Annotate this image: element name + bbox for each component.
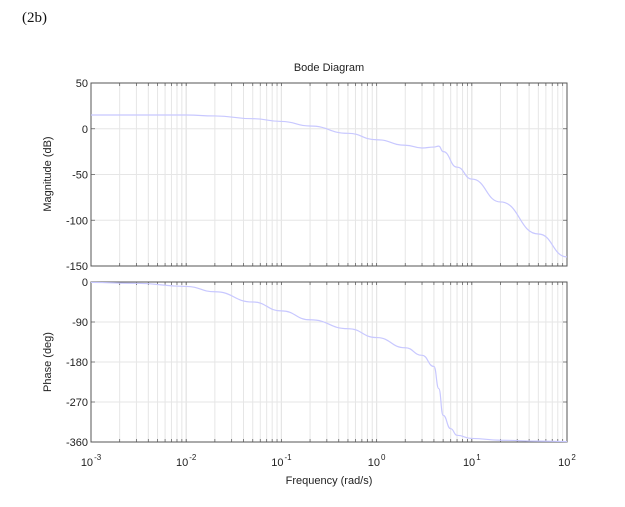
phase-curve xyxy=(90,281,568,443)
x-tick-label: 100 xyxy=(368,453,386,469)
x-tick-label: 101 xyxy=(463,453,481,469)
x-tick-label: 10-1 xyxy=(271,453,292,469)
axes-box xyxy=(90,281,568,443)
magnitude-curve xyxy=(90,114,568,258)
x-tick-label: 102 xyxy=(558,453,576,469)
y-tick-label: 0 xyxy=(82,277,88,289)
x-tick-label: 10-2 xyxy=(176,453,197,469)
y-tick-label: -180 xyxy=(66,357,88,369)
phase-plot: 0 -90 -180 -270 -360 xyxy=(66,277,568,449)
y-tick-label: -270 xyxy=(66,397,88,409)
figure-label: (2b) xyxy=(22,10,47,26)
magnitude-axis-label: Magnitude (dB) xyxy=(42,136,54,211)
grid-lines xyxy=(91,281,567,443)
y-tick-label: -90 xyxy=(72,317,88,329)
x-tick-label: 10-3 xyxy=(81,453,102,469)
y-tick-label: -360 xyxy=(66,437,88,449)
x-axis-label: Frequency (rad/s) xyxy=(286,475,373,487)
y-tick-label: 50 xyxy=(76,78,88,90)
phase-axis-label: Phase (deg) xyxy=(42,332,54,392)
y-tick-label: -150 xyxy=(66,261,88,273)
y-tick-label: 0 xyxy=(82,124,88,136)
magnitude-plot: 50 0 -50 -100 -150 xyxy=(66,78,568,273)
chart-title: Bode Diagram xyxy=(294,62,364,74)
y-tick-label: -100 xyxy=(66,215,88,227)
axes-box xyxy=(90,82,568,267)
grid-lines xyxy=(91,82,567,267)
x-axis-tick-labels: 10-3 10-2 10-1 100 101 102 xyxy=(81,453,577,469)
y-tick-label: -50 xyxy=(72,170,88,182)
